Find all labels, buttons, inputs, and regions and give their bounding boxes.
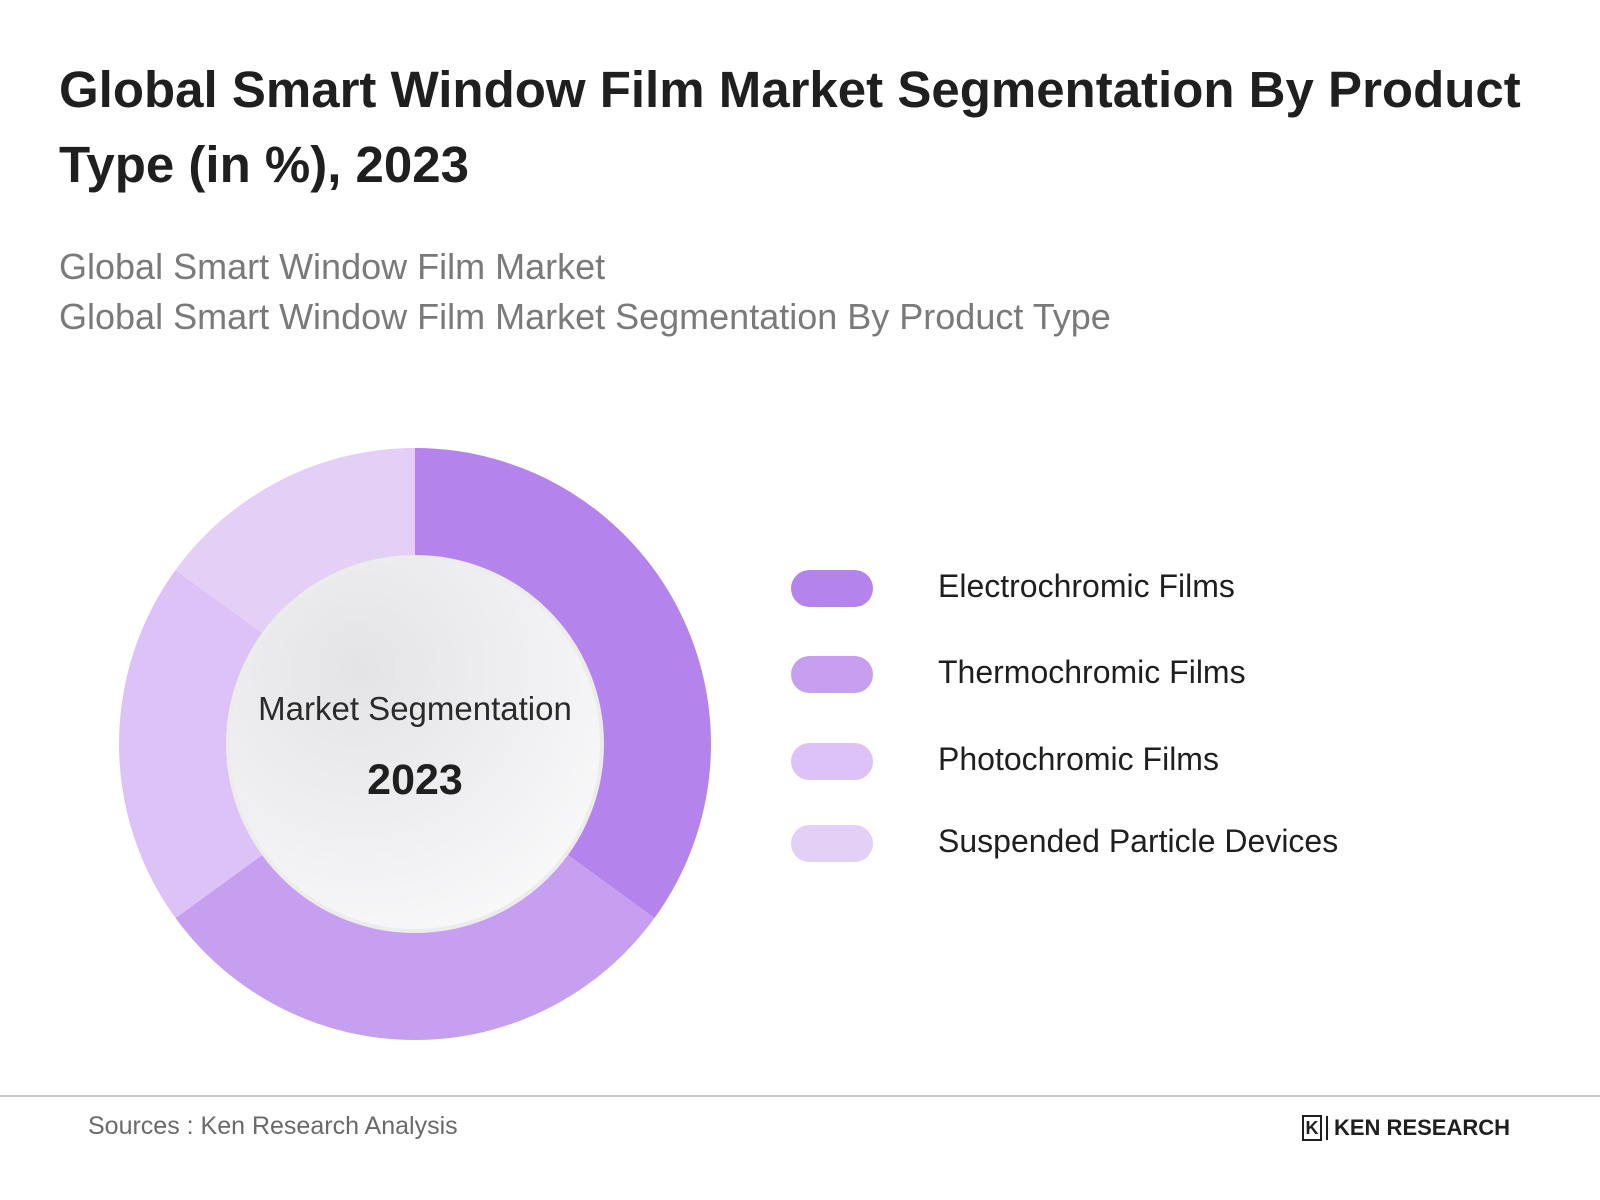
brand-name: KEN RESEARCH <box>1334 1115 1511 1140</box>
footer-divider <box>0 1095 1600 1097</box>
source-note: Sources : Ken Research Analysis <box>88 1112 458 1140</box>
subtitle-line-2: Global Smart Window Film Market Segmenta… <box>59 296 1111 337</box>
legend-label-photochromic: Photochromic Films <box>938 741 1219 777</box>
chart-title: Global Smart Window Film Market Segmenta… <box>59 61 1521 193</box>
donut-center-label: Market Segmentation <box>258 690 572 727</box>
legend-swatch-photochromic <box>791 743 873 780</box>
brand-separator <box>1326 1116 1328 1140</box>
legend-swatch-thermochromic <box>791 656 873 693</box>
legend-item-suspended-particle[interactable]: Suspended Particle Devices <box>791 823 1411 865</box>
chart-subtitle: Global Smart Window Film Market Global S… <box>59 242 1111 342</box>
subtitle-line-1: Global Smart Window Film Market <box>59 246 606 287</box>
legend-swatch-electrochromic <box>791 570 873 607</box>
brand-logo: K KEN RESEARCH <box>1302 1115 1510 1141</box>
legend-item-thermochromic[interactable]: Thermochromic Films <box>791 654 1411 696</box>
legend-item-photochromic[interactable]: Photochromic Films <box>791 741 1411 783</box>
donut-hub <box>226 555 604 933</box>
donut-center-year: 2023 <box>367 756 463 804</box>
legend-item-electrochromic[interactable]: Electrochromic Films <box>791 568 1411 610</box>
legend-label-thermochromic: Thermochromic Films <box>938 654 1246 690</box>
legend-label-electrochromic: Electrochromic Films <box>938 568 1235 604</box>
legend-swatch-suspended-particle <box>791 825 873 862</box>
ken-research-logo-icon: K <box>1302 1115 1322 1141</box>
legend-label-suspended-particle: Suspended Particle Devices <box>938 823 1339 859</box>
